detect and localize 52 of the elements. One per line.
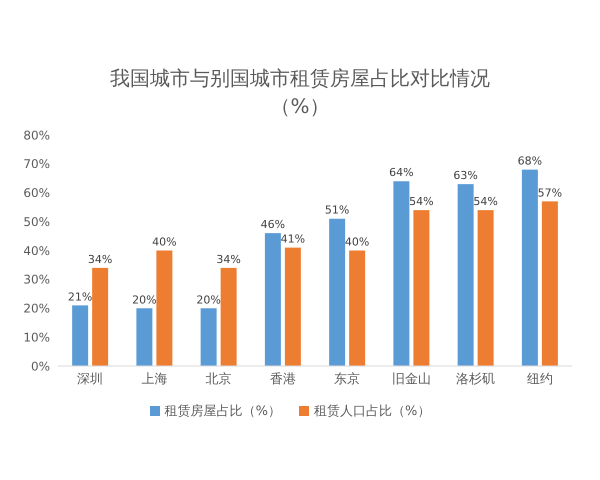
legend-label: 租赁房屋占比（%） xyxy=(164,403,281,420)
bar xyxy=(72,305,88,366)
y-tick-label: 50% xyxy=(23,214,50,229)
data-label: 64% xyxy=(389,166,414,180)
bar xyxy=(522,170,538,366)
y-tick-label: 80% xyxy=(23,128,50,142)
x-tick-label: 香港 xyxy=(270,372,296,388)
y-tick-label: 0% xyxy=(30,359,50,374)
y-tick-label: 30% xyxy=(23,272,50,287)
bar xyxy=(92,268,108,366)
bar xyxy=(393,181,410,366)
x-tick-label: 东京 xyxy=(334,372,360,388)
bar xyxy=(220,268,237,366)
bar xyxy=(264,233,281,366)
bar xyxy=(349,250,366,366)
bar xyxy=(156,250,172,366)
y-tick-label: 10% xyxy=(23,330,50,344)
legend-label: 租赁人口占比（%） xyxy=(314,403,430,420)
data-label: 21% xyxy=(68,290,92,304)
data-label: 41% xyxy=(280,232,306,246)
x-tick-label: 北京 xyxy=(206,372,232,388)
data-label: 57% xyxy=(538,186,562,200)
data-label: 51% xyxy=(324,204,350,217)
x-tick-label: 纽约 xyxy=(526,372,553,388)
data-label: 20% xyxy=(196,293,221,306)
bar xyxy=(413,210,430,366)
data-label: 20% xyxy=(132,293,157,306)
data-label: 40% xyxy=(344,236,370,248)
bar xyxy=(200,308,217,366)
y-tick-label: 70% xyxy=(23,157,50,172)
data-label: 34% xyxy=(216,252,241,266)
bar xyxy=(458,184,474,366)
data-label: 40% xyxy=(152,236,177,248)
data-label: 54% xyxy=(473,195,498,208)
data-label: 46% xyxy=(260,218,286,232)
data-label: 63% xyxy=(453,169,478,182)
bar xyxy=(136,308,152,366)
data-label: 34% xyxy=(88,252,112,266)
x-tick-label: 深圳 xyxy=(77,372,104,388)
x-tick-label: 洛杉矶 xyxy=(456,372,496,388)
y-tick-label: 40% xyxy=(23,244,50,258)
bar xyxy=(284,248,301,366)
x-tick-label: 上海 xyxy=(141,372,168,388)
bar xyxy=(478,210,494,366)
bar xyxy=(329,218,346,366)
y-tick-label: 60% xyxy=(23,186,50,200)
data-label: 68% xyxy=(518,154,542,168)
data-label: 54% xyxy=(409,195,434,208)
chart-title: 我国城市与别国城市租赁房屋占比对比情况（%） xyxy=(109,65,491,120)
y-tick-label: 20% xyxy=(23,302,50,316)
x-tick-label: 旧金山 xyxy=(392,372,431,388)
bar xyxy=(542,201,558,366)
